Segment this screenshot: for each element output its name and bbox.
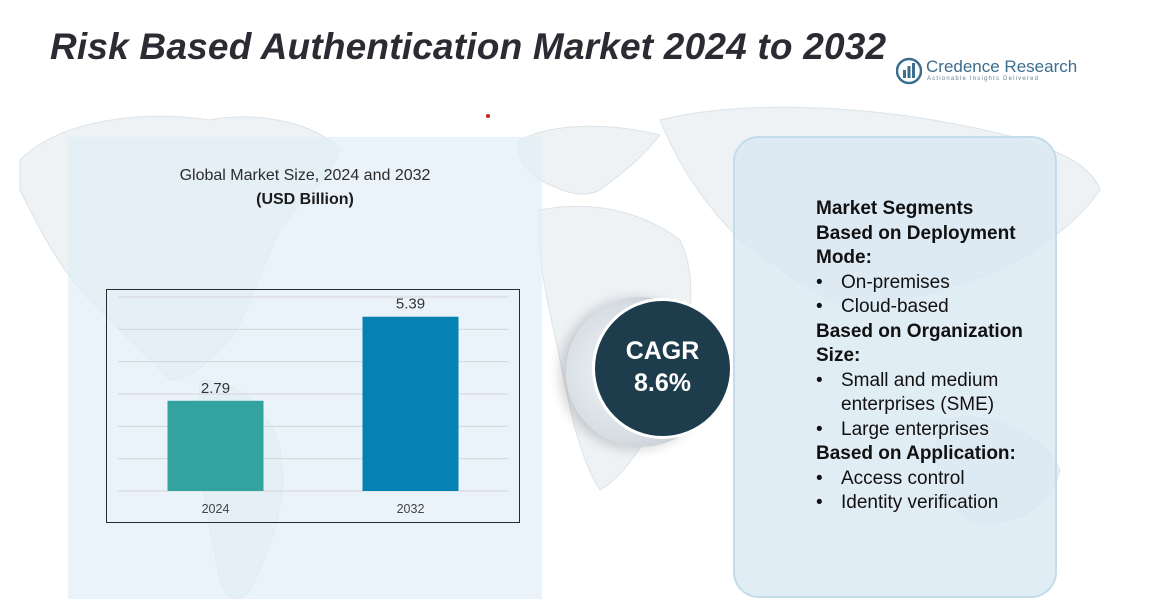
market-segments-list: Market Segments Based on Deployment Mode:…	[816, 197, 1056, 516]
segment-item-label: Small and medium enterprises (SME)	[841, 369, 999, 416]
x-tick-label: 2024	[202, 502, 230, 516]
logo-tagline: Actionable Insights Delivered	[927, 76, 1040, 82]
segment-item-label: Identity verification	[841, 492, 999, 513]
cagr-label: CAGR	[625, 337, 700, 365]
data-label-2032: 5.39	[396, 296, 425, 313]
segment-item: • On-premises	[816, 271, 1056, 296]
cagr-value: 8.6%	[634, 369, 691, 397]
segment-item: • Large enterprises	[816, 418, 1056, 443]
segment-item: • Small and medium enterprises (SME)	[816, 369, 1056, 418]
chart-unit-label: (USD Billion)	[256, 191, 354, 208]
chart-title: Global Market Size, 2024 and 2032	[179, 167, 431, 184]
segments-panel	[733, 136, 1057, 598]
segment-item-label: On-premises	[841, 271, 950, 293]
segment-heading: Based on Deployment Mode:	[816, 222, 1016, 269]
bar-2032	[362, 316, 459, 491]
segment-heading: Market Segments	[816, 198, 974, 219]
segment-item: • Identity verification	[816, 491, 1056, 516]
chart-frame	[106, 289, 520, 523]
bullet-icon: •	[816, 271, 823, 293]
segment-item-label: Large enterprises	[841, 418, 989, 440]
page-title: Risk Based Authentication Market 2024 to…	[50, 26, 887, 67]
segment-item: • Access control	[816, 467, 1056, 492]
x-tick-label: 2032	[397, 502, 425, 516]
bullet-icon: •	[816, 418, 823, 440]
bullet-icon: •	[816, 467, 823, 489]
red-dot-marker	[486, 114, 490, 118]
bullet-icon: •	[816, 369, 823, 391]
data-label-2024: 2.79	[201, 380, 230, 397]
logo-name: Credence Research	[926, 57, 1078, 76]
brand-logo[interactable]: Credence Research Actionable Insights De…	[896, 55, 1078, 89]
segment-item-label: Cloud-based	[841, 296, 949, 317]
cagr-badge: CAGR 8.6%	[592, 298, 733, 439]
segment-heading: Based on Organization Size:	[816, 320, 1023, 367]
credence-research-logo-icon	[896, 57, 922, 85]
segment-item-label: Access control	[841, 467, 965, 489]
segment-item: • Cloud-based	[816, 295, 1056, 320]
bullet-icon: •	[816, 296, 823, 317]
segment-heading: Based on Application:	[816, 443, 1016, 464]
bullet-icon: •	[816, 492, 823, 513]
market-size-bar-chart: 2.79 2024 5.39 2032	[118, 296, 508, 516]
bar-2024	[167, 400, 264, 491]
